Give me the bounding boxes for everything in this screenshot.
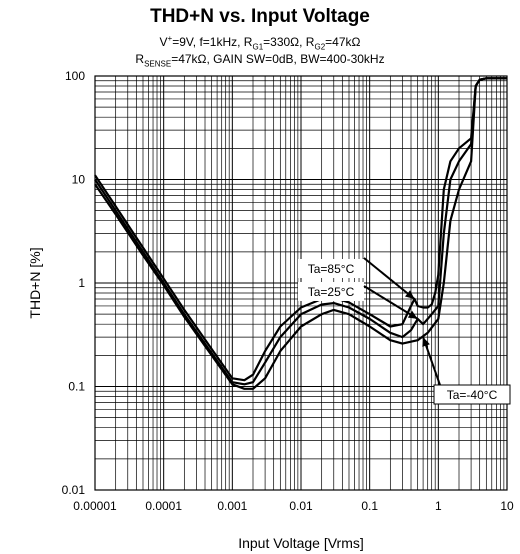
annotation-arrow	[363, 285, 419, 320]
y-tick-label: 0.01	[62, 483, 86, 497]
plot-frame	[94, 75, 508, 491]
chart-subtitle-line-1: V+=9V, f=1kHz, RG1=330Ω, RG2=47kΩ	[159, 34, 361, 52]
series-lines	[94, 77, 507, 390]
annotations: Ta=85°C Ta=25°C Ta=-40°C	[298, 257, 511, 405]
annotation-box	[298, 259, 364, 278]
x-tick-label: 0.01	[289, 499, 313, 513]
annotation-label: Ta=85°C	[308, 262, 355, 276]
x-axis-label: Input Voltage [Vrms]	[238, 535, 364, 551]
series-line	[94, 77, 507, 382]
annotation-box	[433, 384, 511, 405]
annotation-label: Ta=-40°C	[447, 388, 498, 402]
y-axis-label: THD+N [%]	[27, 247, 43, 318]
annotation-arrowhead	[422, 337, 430, 347]
annotation-box	[298, 282, 364, 301]
y-tick-label: 100	[65, 69, 85, 83]
x-tick-label: 0.00001	[73, 499, 117, 513]
x-tick-label: 0.001	[217, 499, 247, 513]
y-tick-label: 10	[72, 173, 86, 187]
y-tick-label: 1	[78, 276, 85, 290]
x-tick-label: 1	[435, 499, 442, 513]
series-line	[94, 77, 507, 386]
tick-labels: 0.00001 0.0001 0.001 0.01 0.1 1 10 0.01 0.1 1 10 10…	[62, 69, 514, 513]
annotation: Ta=85°C	[298, 257, 416, 300]
y-tick-label: 0.1	[68, 380, 85, 394]
series-line	[94, 77, 507, 390]
x-tick-label: 10	[500, 499, 514, 513]
x-tick-label: 0.0001	[145, 499, 182, 513]
annotation-arrowhead	[405, 290, 415, 300]
annotation: Ta=25°C	[298, 282, 419, 320]
x-tick-label: 0.1	[361, 499, 378, 513]
chart-title: THD+N vs. Input Voltage	[150, 6, 370, 27]
chart-subtitle-line-2: RSENSE=47kΩ, GAIN SW=0dB, BW=400-30kHz	[135, 52, 385, 69]
annotation-arrowhead	[407, 310, 418, 319]
annotation-label: Ta=25°C	[308, 285, 355, 299]
annotation-arrow	[363, 257, 416, 300]
annotation: Ta=-40°C	[422, 336, 511, 405]
